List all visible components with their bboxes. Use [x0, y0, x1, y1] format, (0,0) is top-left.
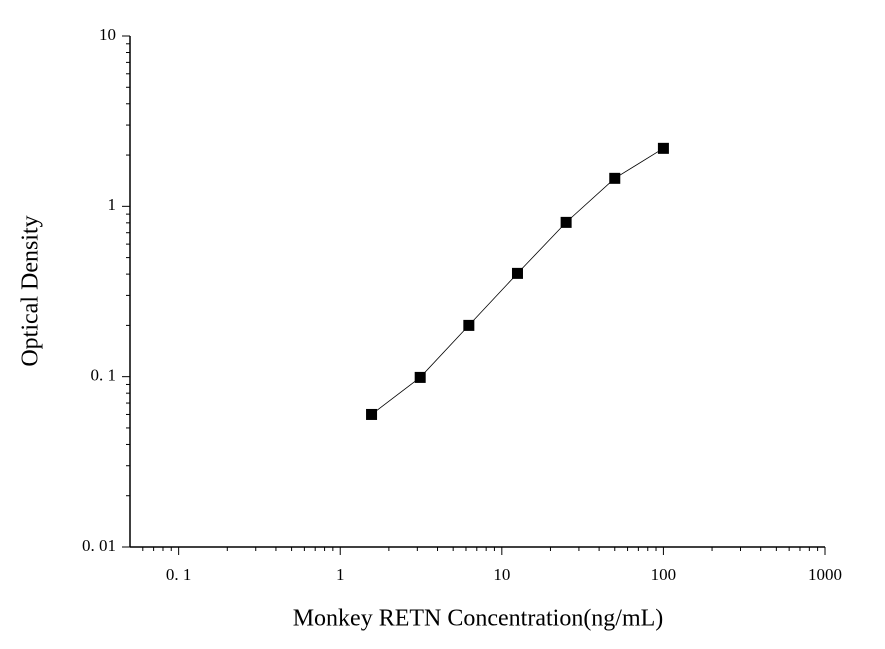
- y-axis-title: Optical Density: [18, 215, 44, 366]
- x-tick-label: 1000: [808, 565, 842, 584]
- data-point: [560, 216, 572, 228]
- data-point: [366, 408, 378, 420]
- x-tick-label: 100: [651, 565, 677, 584]
- data-point: [657, 142, 669, 154]
- data-point: [511, 267, 523, 279]
- y-tick-label: 0. 01: [82, 536, 116, 555]
- x-tick-label: 0. 1: [166, 565, 192, 584]
- y-tick-label: 0. 1: [91, 366, 117, 385]
- x-tick-label: 1: [336, 565, 345, 584]
- x-axis-title: Monkey RETN Concentration(ng/mL): [293, 606, 664, 632]
- x-tick-label: 10: [493, 565, 510, 584]
- y-tick-label: 1: [108, 195, 117, 214]
- data-point: [463, 319, 475, 331]
- data-point: [609, 172, 621, 184]
- y-tick-label: 10: [99, 25, 116, 44]
- data-point: [414, 371, 426, 383]
